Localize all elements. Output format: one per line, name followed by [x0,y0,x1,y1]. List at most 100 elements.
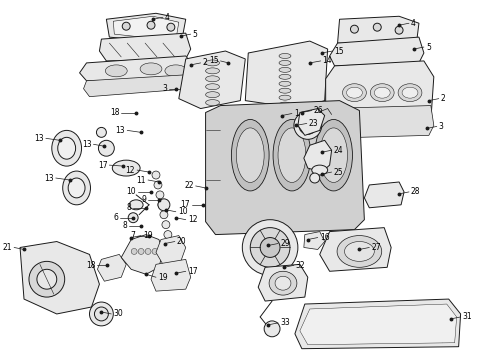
Polygon shape [295,299,461,349]
Text: 17: 17 [180,200,190,209]
Polygon shape [121,235,163,274]
Ellipse shape [236,128,264,183]
Polygon shape [79,56,196,83]
Text: 18: 18 [86,261,96,270]
Circle shape [350,25,358,33]
Polygon shape [151,260,191,291]
Text: 1: 1 [294,109,299,118]
Circle shape [264,321,280,337]
Text: 3: 3 [162,84,167,93]
Polygon shape [99,33,191,61]
Circle shape [97,127,106,137]
Circle shape [159,248,165,255]
Text: 31: 31 [463,312,472,321]
Ellipse shape [140,63,162,75]
Text: 8: 8 [122,221,127,230]
Polygon shape [113,16,179,38]
Text: 23: 23 [309,119,318,128]
Circle shape [299,117,317,134]
Polygon shape [304,140,332,172]
Text: 15: 15 [209,57,219,66]
Ellipse shape [206,68,220,74]
Text: 11: 11 [137,176,146,185]
Ellipse shape [344,242,374,261]
Circle shape [243,220,298,275]
Circle shape [152,171,160,179]
Ellipse shape [346,87,363,98]
Circle shape [310,173,319,183]
Text: 24: 24 [334,146,343,155]
Polygon shape [245,41,328,109]
Ellipse shape [374,87,390,98]
Ellipse shape [206,84,220,90]
Text: 26: 26 [314,106,323,115]
Text: 25: 25 [334,167,343,176]
Polygon shape [20,242,99,314]
Circle shape [147,21,155,29]
Circle shape [128,213,138,223]
Text: 13: 13 [34,134,44,143]
Text: 5: 5 [193,30,197,39]
Text: 14: 14 [323,57,332,66]
Ellipse shape [112,160,140,176]
Text: 3: 3 [439,122,443,131]
Polygon shape [326,61,434,122]
Ellipse shape [269,271,297,295]
Text: 2: 2 [441,94,445,103]
Text: 22: 22 [184,181,194,190]
Text: 33: 33 [280,318,290,327]
Circle shape [98,140,114,156]
Ellipse shape [68,178,85,198]
Polygon shape [206,100,365,235]
Circle shape [250,228,290,267]
Ellipse shape [231,120,269,191]
Text: 8: 8 [126,203,131,212]
Ellipse shape [279,102,291,107]
Ellipse shape [402,87,418,98]
Circle shape [152,248,158,255]
Ellipse shape [275,276,291,290]
Circle shape [90,302,113,326]
Ellipse shape [398,84,422,102]
Ellipse shape [343,84,367,102]
Ellipse shape [279,67,291,72]
Text: 28: 28 [411,188,420,197]
Ellipse shape [337,235,382,267]
Text: 13: 13 [44,174,54,183]
Circle shape [373,23,381,31]
Polygon shape [338,16,419,45]
Text: 17: 17 [188,267,197,276]
Circle shape [154,181,162,189]
Ellipse shape [165,65,187,77]
Polygon shape [300,304,457,345]
Text: 10: 10 [178,207,188,216]
Ellipse shape [315,120,352,191]
Polygon shape [304,231,325,249]
Text: 16: 16 [319,233,329,242]
Text: 30: 30 [113,310,123,319]
Text: 32: 32 [296,261,306,270]
Ellipse shape [206,76,220,82]
Circle shape [167,23,175,31]
Text: 29: 29 [280,239,290,248]
Polygon shape [258,264,308,301]
Ellipse shape [58,137,75,159]
Ellipse shape [278,128,306,183]
Text: 6: 6 [113,213,118,222]
Circle shape [160,211,168,219]
Ellipse shape [279,60,291,66]
Circle shape [158,201,166,209]
Circle shape [294,112,322,139]
Circle shape [164,231,172,239]
Ellipse shape [279,74,291,79]
Text: 2: 2 [203,58,207,67]
Polygon shape [319,105,434,138]
Ellipse shape [279,88,291,93]
Ellipse shape [312,165,328,175]
Circle shape [122,22,130,30]
Polygon shape [365,182,404,208]
Polygon shape [84,75,191,96]
Ellipse shape [370,84,394,102]
Polygon shape [156,235,186,264]
Polygon shape [106,13,186,41]
